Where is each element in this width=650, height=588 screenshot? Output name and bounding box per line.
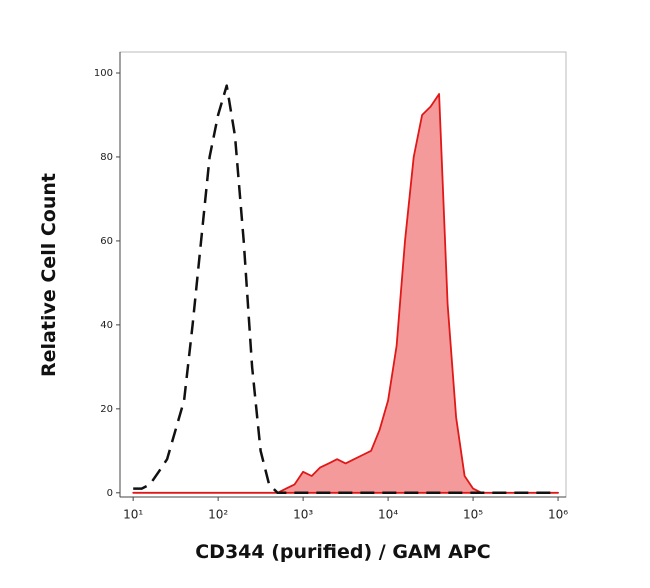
y-tick-label: 40 <box>100 320 113 331</box>
x-tick-label: 10³ <box>293 508 313 522</box>
y-tick-label: 80 <box>100 152 113 163</box>
x-tick-label: 10¹ <box>123 508 143 522</box>
x-tick-label: 10⁵ <box>463 508 483 522</box>
y-axis-label: Relative Cell Count <box>38 173 60 377</box>
y-tick-label: 100 <box>94 68 113 79</box>
x-tick-label: 10⁴ <box>378 508 398 522</box>
x-tick-label: 10⁶ <box>548 508 568 522</box>
plot-frame <box>119 51 567 498</box>
y-tick-label: 20 <box>100 404 113 415</box>
y-tick-label: 0 <box>107 488 113 499</box>
dashed-histogram <box>133 84 559 495</box>
y-tick-label: 60 <box>100 236 113 247</box>
x-tick-label: 10² <box>208 508 228 522</box>
x-axis-label: CD344 (purified) / GAM APC <box>195 541 491 563</box>
filled-histogram <box>132 93 559 494</box>
